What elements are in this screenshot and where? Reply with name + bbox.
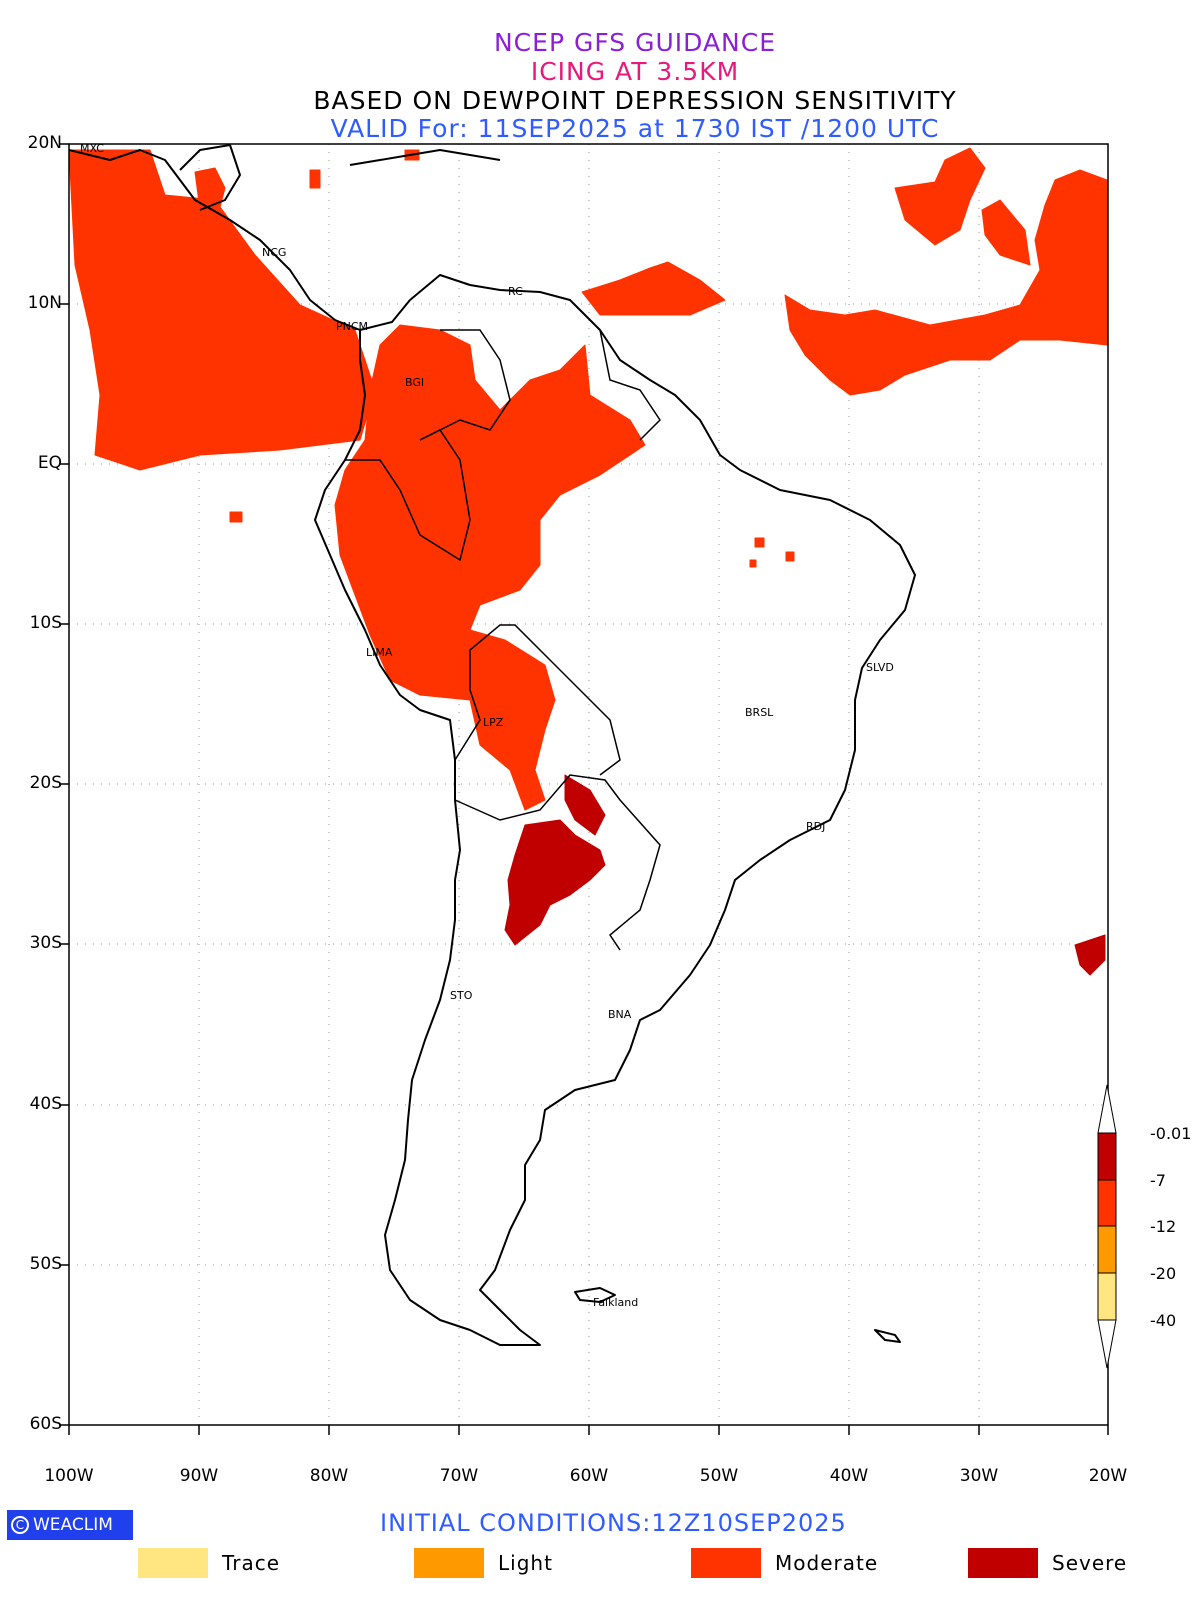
moderate-spot [754, 537, 765, 548]
central-america-coastline [68, 149, 361, 331]
moderate-spot [229, 511, 243, 523]
colorbar-label: -20 [1150, 1264, 1177, 1283]
lon-label: 80W [309, 1466, 349, 1486]
legend-label: Severe [1052, 1551, 1128, 1575]
station-label: LIMA [366, 646, 393, 659]
severe-icing-areas [504, 774, 1106, 976]
station-label: LPZ [483, 716, 504, 729]
border-peru-colombia [345, 429, 471, 562]
legend-swatch-severe [968, 1548, 1038, 1578]
colorbar-light [1097, 1225, 1117, 1274]
lon-label: 50W [699, 1466, 739, 1486]
moderate-icing-areas [68, 147, 1108, 811]
legend-item-trace: Trace [138, 1548, 280, 1578]
moderate-spot [785, 551, 795, 562]
brand-text: WEACLIM [33, 1515, 113, 1535]
legend-label: Moderate [775, 1551, 879, 1575]
station-label: Falkland [593, 1296, 638, 1309]
moderate-area-caribbean [581, 261, 726, 316]
lat-label: 50S [29, 1254, 62, 1274]
station-label: PNCM [336, 320, 368, 333]
station-label: BNA [608, 1008, 632, 1021]
moderate-spot [749, 559, 757, 568]
legend-label: Trace [222, 1551, 281, 1575]
colorbar-label: -7 [1150, 1171, 1166, 1190]
legend-item-severe: Severe [968, 1548, 1127, 1578]
station-label: BRSL [745, 706, 774, 719]
border-venezuela [419, 329, 511, 441]
south-america-coastline [314, 274, 916, 1346]
falkland-islands-coastline [574, 1287, 616, 1303]
station-label: RC [508, 285, 523, 298]
weaclim-logo: C WEACLIM [7, 1510, 133, 1540]
colorbar-bottom-arrow [1097, 1319, 1117, 1369]
moderate-area-north-atlantic [894, 147, 986, 246]
copyright-icon: C [11, 1516, 29, 1534]
station-label: RDJ [806, 820, 825, 833]
station-labels: MXC NCG RC PNCM BGI LIMA LPZ BRSL SLVD R… [80, 142, 894, 1309]
lat-label: 20N [27, 133, 62, 153]
border-bolivia [454, 624, 621, 776]
colorbar-label: -12 [1150, 1217, 1177, 1236]
lon-label: 100W [44, 1466, 94, 1486]
initial-conditions: INITIAL CONDITIONS:12Z10SEP2025 [380, 1509, 847, 1537]
lat-label: EQ [37, 453, 62, 473]
colorbar-severe [1097, 1132, 1117, 1181]
colorbar-moderate [1097, 1179, 1117, 1227]
colorbar [1097, 1084, 1117, 1369]
moderate-area-atlantic [784, 169, 1108, 396]
station-label: STO [450, 989, 473, 1002]
border-guianas [599, 329, 661, 441]
lon-label: 60W [569, 1466, 609, 1486]
lon-label: 30W [959, 1466, 999, 1486]
border-argentina [454, 774, 661, 951]
legend-item-moderate: Moderate [691, 1548, 878, 1578]
station-label: SLVD [866, 661, 894, 674]
lon-label: 40W [829, 1466, 869, 1486]
lat-label: 40S [29, 1094, 62, 1114]
lon-label: 70W [439, 1466, 479, 1486]
station-label: MXC [80, 142, 104, 155]
legend-swatch-trace [138, 1548, 208, 1578]
grid-lines [69, 144, 1108, 1425]
lon-label: 90W [179, 1466, 219, 1486]
lat-label: 30S [29, 933, 62, 953]
caribbean-islands-coastline [349, 149, 501, 166]
legend-label: Light [498, 1551, 553, 1575]
lat-label: 20S [29, 773, 62, 793]
severe-area-northern-argentina [504, 819, 606, 946]
moderate-spot [309, 169, 321, 189]
title-product: ICING AT 3.5KM [530, 57, 740, 86]
coastlines [68, 144, 916, 1346]
lat-label: 60S [29, 1414, 62, 1434]
legend-swatch-moderate [691, 1548, 761, 1578]
lat-label: 10N [27, 293, 62, 313]
severe-area-paraguay [564, 774, 606, 836]
lon-label: 20W [1088, 1466, 1128, 1486]
axis-ticks [59, 143, 1109, 1435]
legend-item-light: Light [414, 1548, 553, 1578]
moderate-area-mid-atlantic [981, 199, 1031, 266]
title-method: BASED ON DEWPOINT DEPRESSION SENSITIVITY [313, 86, 957, 115]
legend-swatch-light [414, 1548, 484, 1578]
south-georgia-coastline [874, 1329, 901, 1343]
title-valid-time: VALID For: 11SEP2025 at 1730 IST /1200 U… [330, 114, 940, 143]
station-label: NCG [262, 246, 286, 259]
moderate-area-andes-amazon [334, 324, 646, 811]
yucatan-coastline [179, 144, 241, 211]
colorbar-trace [1097, 1272, 1117, 1321]
lat-label: 10S [29, 613, 62, 633]
country-borders [345, 329, 661, 951]
title-model: NCEP GFS GUIDANCE [493, 28, 776, 57]
colorbar-label: -40 [1150, 1311, 1177, 1330]
station-label: BGI [405, 376, 424, 389]
severe-area-south-atlantic [1074, 934, 1106, 976]
colorbar-label: -0.01 [1150, 1124, 1192, 1143]
